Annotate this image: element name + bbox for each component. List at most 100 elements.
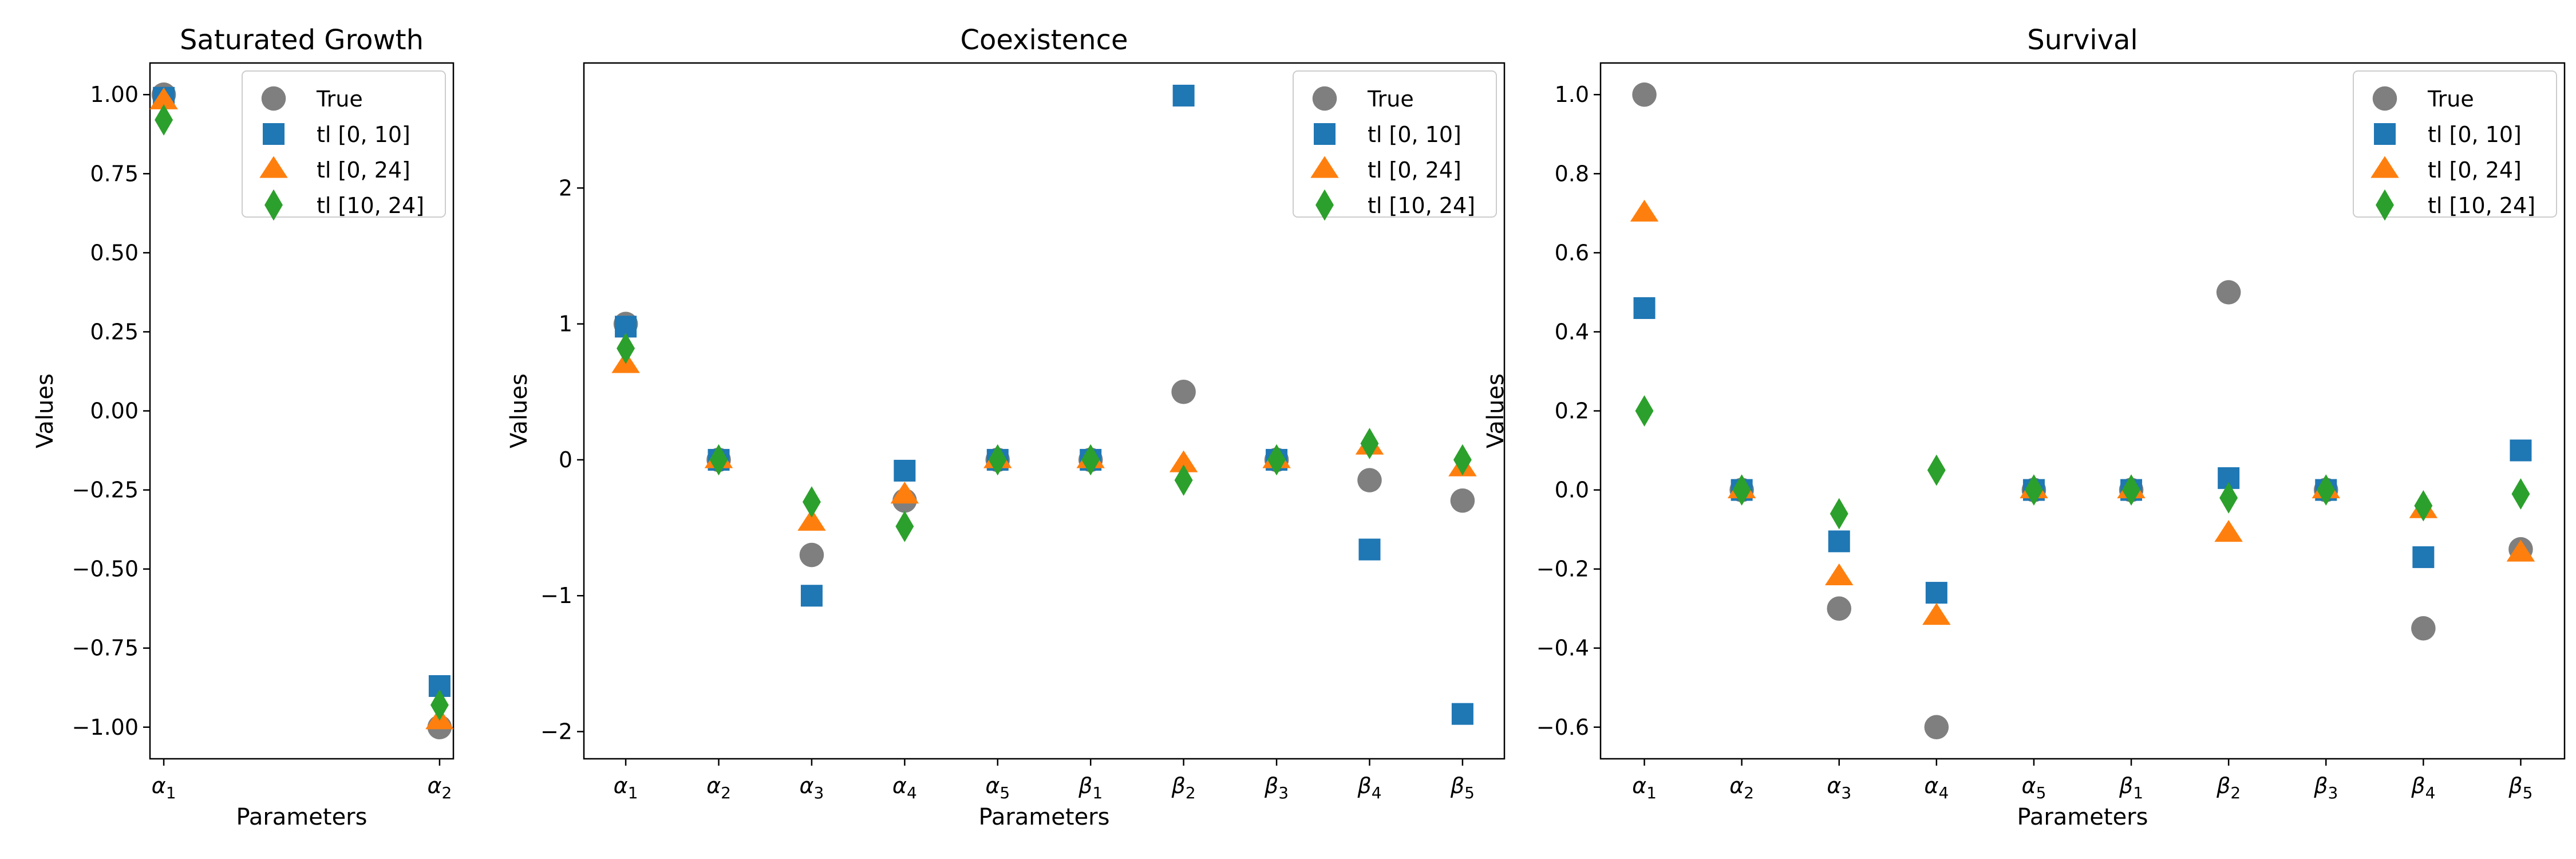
y-tick-label: 0.00 (90, 399, 139, 424)
x-tick-label: α1 (152, 773, 176, 802)
x-tick-label-subscript: 5 (2036, 783, 2046, 802)
data-point (1360, 428, 1379, 459)
data-point (1632, 82, 1657, 107)
x-tick-label-subscript: 3 (1278, 783, 1289, 802)
y-tick-label: 1.00 (90, 82, 139, 107)
y-tick-label: −2 (540, 719, 572, 744)
x-tick-label-subscript: 3 (2328, 783, 2338, 802)
data-point (1922, 602, 1951, 625)
x-tick-label-base: α (1924, 773, 1938, 798)
series-4 (155, 104, 449, 721)
legend-label: tl [10, 24] (317, 193, 424, 218)
x-tick-label: β2 (2216, 773, 2241, 802)
series-4 (617, 332, 1472, 542)
data-point (1828, 530, 1850, 553)
x-tick-label-base: α (614, 773, 628, 798)
legend-label: True (316, 86, 363, 112)
data-point (1174, 464, 1193, 496)
data-point (1267, 444, 1286, 476)
series-4 (1635, 395, 2530, 530)
data-point (799, 542, 824, 568)
y-axis-label: Values (506, 373, 532, 448)
data-point (1630, 199, 1659, 222)
x-tick-label-base: α (985, 773, 999, 798)
legend-label: tl [10, 24] (1368, 193, 1475, 218)
y-tick-label: 0.50 (90, 240, 139, 265)
legend-label: True (1367, 86, 1414, 112)
x-tick-label-base: α (1632, 773, 1646, 798)
x-tick-label: α4 (1924, 773, 1949, 802)
data-point (1925, 582, 1947, 604)
x-tick-label-subscript: 1 (628, 783, 638, 802)
y-tick-label: 0.75 (90, 161, 139, 186)
x-tick-label: β5 (1450, 773, 1475, 802)
data-point (890, 482, 919, 504)
y-tick-label: −0.50 (72, 557, 139, 582)
legend-label: tl [0, 10] (317, 122, 410, 147)
data-point (1825, 563, 1854, 586)
data-point (1827, 596, 1852, 621)
x-tick-label-base: β (1171, 773, 1186, 798)
legend-marker (1310, 156, 1339, 178)
legend-marker (261, 86, 286, 111)
data-point (1453, 444, 1472, 476)
x-tick-label: α2 (706, 773, 731, 802)
chart-title: Survival (2027, 24, 2138, 56)
y-tick-label: −0.75 (72, 636, 139, 661)
y-tick-label: 0.2 (1555, 399, 1589, 424)
data-point (1830, 498, 1848, 530)
x-tick-label: β4 (2411, 773, 2435, 802)
x-axis-label: Parameters (236, 804, 368, 830)
data-point (1633, 297, 1656, 320)
legend: True tl [0, 10] tl [0, 24] tl [10, 24] (2353, 70, 2557, 221)
x-tick-label-subscript: 1 (166, 783, 176, 802)
legend-box (2353, 70, 2557, 218)
data-point (1357, 468, 1382, 492)
x-tick-label-base: β (2119, 773, 2133, 798)
x-tick-label-subscript: 2 (1744, 783, 1754, 802)
data-point (2317, 474, 2336, 506)
x-tick-label: β4 (1357, 773, 1381, 802)
data-point (1171, 379, 1196, 404)
x-tick-label: β3 (1264, 773, 1289, 802)
x-tick-label: α1 (1632, 773, 1657, 802)
chart-panel-3: Survival−0.6−0.4−0.20.00.20.40.60.81.0α1… (1483, 24, 2566, 830)
y-tick-label: 2 (559, 175, 572, 200)
legend-marker (2372, 86, 2397, 111)
legend-marker (1314, 123, 1336, 145)
x-tick-label-base: α (427, 773, 441, 798)
x-tick-label-base: β (1264, 773, 1278, 798)
y-tick-label: 0 (559, 447, 572, 472)
x-tick-label-base: α (1729, 773, 1744, 798)
x-tick-label-base: α (1827, 773, 1841, 798)
data-point (2510, 439, 2532, 462)
x-tick-label-subscript: 2 (2230, 783, 2241, 802)
y-tick-label: 1.0 (1555, 82, 1589, 107)
x-tick-label: β1 (2119, 773, 2143, 802)
y-tick-label: 0.4 (1555, 319, 1589, 344)
x-tick-label: β3 (2313, 773, 2338, 802)
y-tick-label: −1.00 (72, 715, 139, 740)
data-point (2506, 539, 2535, 562)
data-point (1635, 395, 1654, 427)
data-point (1732, 474, 1751, 506)
data-point (1081, 444, 1100, 476)
legend-label: tl [10, 24] (2428, 193, 2535, 218)
x-tick-label-base: α (2022, 773, 2036, 798)
x-tick-label-subscript: 3 (814, 783, 824, 802)
data-point (2411, 616, 2436, 641)
data-point (1169, 450, 1198, 472)
y-tick-label: 0.25 (90, 319, 139, 344)
data-point (800, 585, 823, 607)
legend-marker (264, 189, 283, 221)
x-tick-label-base: β (1357, 773, 1371, 798)
data-point (895, 510, 914, 542)
x-tick-label-subscript: 5 (1464, 783, 1475, 802)
legend-marker (1312, 86, 1337, 111)
x-tick-label-subscript: 4 (907, 783, 917, 802)
data-point (1450, 488, 1475, 513)
x-tick-label-subscript: 4 (2425, 783, 2436, 802)
legend-box (242, 70, 446, 218)
x-tick-label-subscript: 5 (999, 783, 1010, 802)
